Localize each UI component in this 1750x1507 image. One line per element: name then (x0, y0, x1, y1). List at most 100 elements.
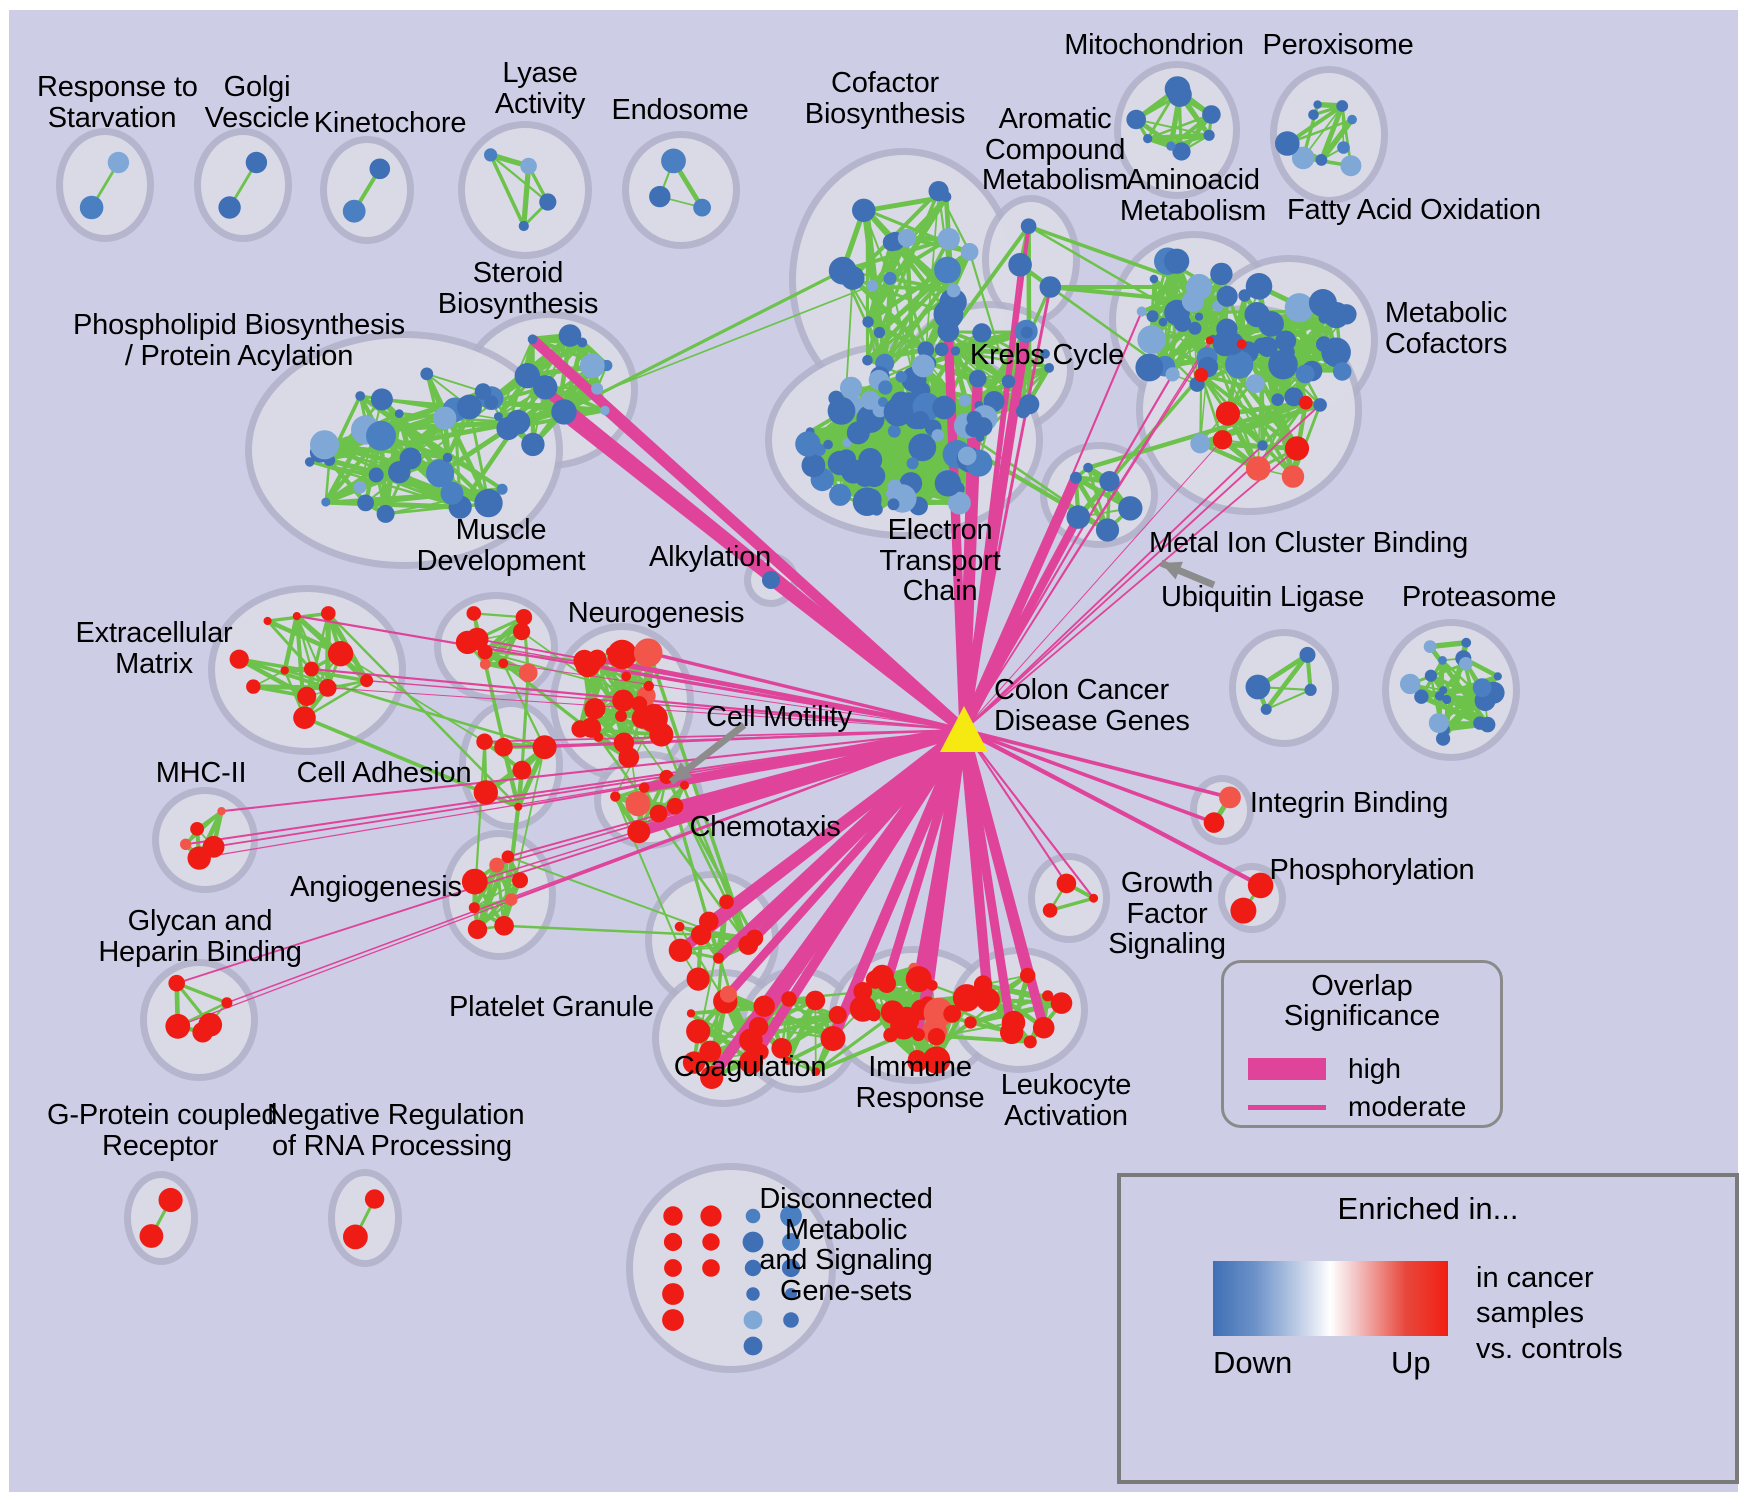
gene-set-node[interactable] (433, 406, 457, 430)
gene-set-node[interactable] (245, 151, 268, 174)
gene-set-node[interactable] (1056, 873, 1077, 894)
gene-set-node[interactable] (862, 355, 873, 366)
gene-set-node[interactable] (719, 894, 734, 910)
gene-set-node[interactable] (518, 663, 538, 683)
gene-set-node[interactable] (263, 616, 272, 626)
gene-set-node[interactable] (1158, 317, 1168, 327)
gene-set-node[interactable] (1347, 114, 1357, 125)
gene-set-node[interactable] (426, 459, 455, 488)
gene-set-node[interactable] (221, 997, 233, 1009)
gene-set-node[interactable] (1439, 686, 1448, 695)
gene-set-node[interactable] (369, 158, 391, 180)
gene-set-node[interactable] (1083, 462, 1093, 473)
gene-set-node[interactable] (1205, 336, 1214, 345)
gene-set-node[interactable] (739, 1050, 764, 1075)
gene-set-node[interactable] (911, 354, 935, 378)
gene-set-node[interactable] (1298, 395, 1313, 410)
gene-set-node[interactable] (1040, 349, 1050, 359)
gene-set-node[interactable] (890, 391, 912, 413)
gene-set-node[interactable] (663, 1232, 683, 1252)
gene-set-node[interactable] (1337, 141, 1350, 154)
gene-set-node[interactable] (1245, 674, 1271, 700)
gene-set-node[interactable] (521, 432, 545, 457)
gene-set-node[interactable] (1257, 440, 1268, 451)
gene-set-node[interactable] (662, 1283, 684, 1305)
gene-set-node[interactable] (963, 989, 978, 1004)
gene-set-node[interactable] (782, 1233, 800, 1251)
gene-set-node[interactable] (958, 394, 971, 407)
gene-set-node[interactable] (795, 431, 821, 457)
gene-set-node[interactable] (1001, 374, 1016, 389)
gene-set-node[interactable] (610, 791, 621, 802)
gene-set-node[interactable] (612, 689, 635, 712)
gene-set-node[interactable] (1166, 141, 1176, 151)
gene-set-node[interactable] (934, 342, 949, 357)
gene-set-node[interactable] (1315, 154, 1328, 166)
gene-set-node[interactable] (887, 424, 901, 438)
gene-set-node[interactable] (1136, 306, 1147, 317)
gene-set-node[interactable] (853, 982, 873, 1001)
gene-set-node[interactable] (280, 666, 289, 675)
gene-set-node[interactable] (1275, 131, 1300, 156)
gene-set-node[interactable] (168, 974, 185, 992)
gene-set-node[interactable] (702, 1233, 720, 1251)
gene-set-node[interactable] (514, 363, 540, 389)
gene-set-node[interactable] (882, 233, 901, 252)
gene-set-node[interactable] (304, 457, 315, 467)
gene-set-node[interactable] (883, 271, 897, 285)
gene-set-node[interactable] (811, 1067, 821, 1076)
gene-set-node[interactable] (229, 649, 249, 669)
gene-set-node[interactable] (700, 1065, 724, 1089)
gene-set-node[interactable] (859, 488, 882, 511)
gene-set-node[interactable] (937, 320, 960, 343)
gene-set-node[interactable] (1190, 433, 1211, 454)
gene-set-node[interactable] (607, 639, 637, 670)
gene-set-node[interactable] (1438, 656, 1447, 665)
gene-set-node[interactable] (906, 457, 919, 470)
gene-set-node[interactable] (342, 199, 366, 223)
gene-set-node[interactable] (484, 148, 498, 162)
gene-set-node[interactable] (917, 341, 935, 359)
hub-triangle[interactable] (940, 706, 988, 752)
gene-set-node[interactable] (190, 822, 205, 836)
gene-set-node[interactable] (513, 623, 531, 641)
gene-set-node[interactable] (1219, 786, 1241, 809)
gene-set-node[interactable] (217, 807, 226, 816)
gene-set-node[interactable] (1172, 142, 1191, 161)
gene-set-node[interactable] (1118, 496, 1143, 521)
gene-set-node[interactable] (785, 1288, 797, 1300)
gene-set-node[interactable] (1165, 367, 1180, 382)
gene-set-node[interactable] (686, 1009, 696, 1018)
gene-set-node[interactable] (621, 671, 632, 682)
gene-set-node[interactable] (360, 674, 374, 688)
gene-set-node[interactable] (744, 1259, 762, 1277)
gene-set-node[interactable] (1284, 293, 1314, 323)
gene-set-node[interactable] (494, 916, 514, 936)
gene-set-node[interactable] (1428, 713, 1449, 733)
gene-set-node[interactable] (1069, 471, 1082, 484)
gene-set-node[interactable] (1008, 253, 1032, 277)
gene-set-node[interactable] (1461, 637, 1472, 648)
gene-set-node[interactable] (321, 497, 331, 507)
gene-set-node[interactable] (588, 649, 607, 668)
gene-set-node[interactable] (1284, 436, 1310, 461)
gene-set-node[interactable] (1042, 990, 1054, 1002)
gene-set-node[interactable] (877, 397, 888, 407)
gene-set-node[interactable] (663, 1206, 683, 1226)
gene-set-node[interactable] (976, 988, 1000, 1012)
gene-set-node[interactable] (494, 412, 503, 421)
gene-set-node[interactable] (1216, 285, 1238, 307)
gene-set-node[interactable] (353, 480, 367, 494)
gene-set-node[interactable] (494, 737, 513, 757)
gene-set-node[interactable] (1042, 903, 1058, 918)
gene-set-node[interactable] (292, 612, 301, 621)
gene-set-node[interactable] (107, 151, 130, 174)
gene-set-node[interactable] (512, 872, 528, 889)
gene-set-node[interactable] (840, 376, 863, 399)
gene-set-node[interactable] (927, 980, 938, 991)
gene-set-node[interactable] (905, 966, 932, 993)
gene-set-node[interactable] (442, 452, 453, 463)
gene-set-node[interactable] (615, 710, 627, 722)
gene-set-node[interactable] (928, 181, 949, 202)
gene-set-node[interactable] (192, 1021, 213, 1043)
